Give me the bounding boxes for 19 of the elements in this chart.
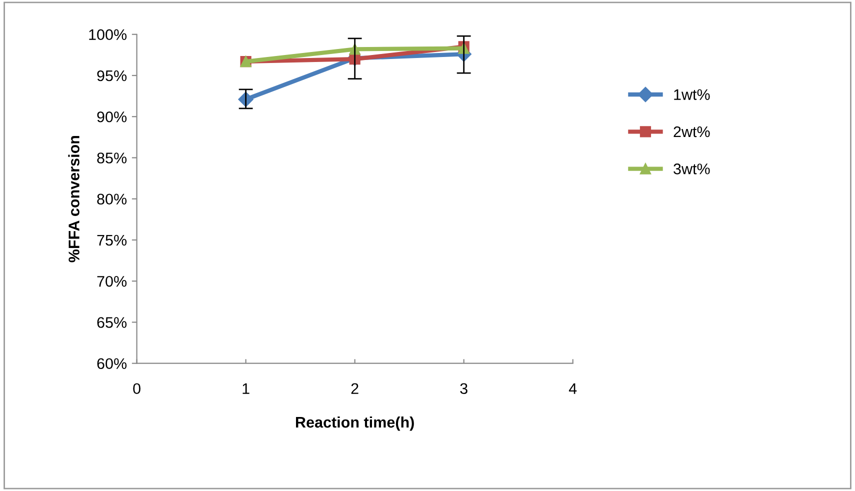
y-tick-label: 100% — [89, 29, 127, 40]
y-tick-label: 95% — [97, 70, 127, 82]
x-tick-label: 1 — [242, 383, 250, 394]
y-tick-label: 75% — [97, 234, 127, 246]
x-tick-label: 0 — [133, 383, 140, 394]
y-tick-label: 70% — [97, 276, 127, 287]
x-tick-label: 2 — [351, 383, 358, 394]
legend-label: 3wt% — [674, 164, 710, 174]
y-axis-title: %FFA conversion — [68, 136, 80, 262]
y-tick-label: 60% — [97, 358, 127, 370]
x-axis-title: Reaction time(h) — [296, 416, 414, 431]
y-tick-label: 85% — [97, 152, 127, 164]
y-tick-label: 65% — [97, 317, 127, 328]
y-tick-label: 90% — [97, 111, 127, 122]
x-tick-label: 3 — [460, 383, 468, 394]
legend-label: 1wt% — [674, 89, 710, 100]
x-tick-label: 4 — [568, 383, 577, 394]
legend-label: 2wt% — [674, 126, 710, 138]
y-tick-label: 80% — [97, 194, 127, 205]
